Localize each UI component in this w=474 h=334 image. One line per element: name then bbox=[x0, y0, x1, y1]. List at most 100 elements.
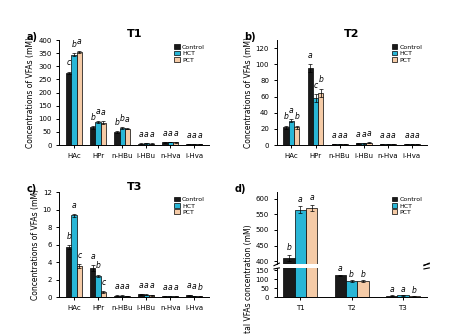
Bar bbox=[138, 294, 144, 297]
Text: a: a bbox=[96, 108, 100, 117]
Text: a: a bbox=[168, 283, 173, 292]
Text: c: c bbox=[101, 278, 106, 287]
Bar bbox=[391, 144, 396, 145]
Y-axis label: Concentrations of VFAs (mM): Concentrations of VFAs (mM) bbox=[27, 37, 36, 148]
Text: b: b bbox=[319, 75, 323, 84]
Bar bbox=[72, 215, 77, 297]
Bar bbox=[397, 296, 409, 297]
Bar bbox=[335, 276, 346, 297]
Text: b: b bbox=[114, 118, 119, 127]
Text: a: a bbox=[385, 131, 390, 140]
Bar bbox=[90, 127, 95, 145]
Text: a: a bbox=[298, 194, 303, 203]
Bar bbox=[138, 144, 144, 145]
Text: a: a bbox=[415, 131, 419, 140]
Text: b: b bbox=[120, 114, 125, 123]
Text: b: b bbox=[96, 261, 100, 270]
Legend: Control, HCT, PCT: Control, HCT, PCT bbox=[173, 43, 206, 64]
Text: a: a bbox=[356, 130, 361, 139]
Title: T2: T2 bbox=[344, 29, 359, 39]
Text: a: a bbox=[173, 129, 178, 138]
Bar bbox=[101, 123, 106, 145]
Bar bbox=[119, 128, 125, 145]
Title: T3: T3 bbox=[127, 181, 142, 191]
Text: a: a bbox=[410, 131, 414, 140]
Bar bbox=[197, 144, 202, 145]
Text: b: b bbox=[283, 113, 289, 122]
Text: b: b bbox=[66, 232, 71, 241]
Text: a: a bbox=[163, 129, 167, 138]
Legend: Control, HCT, PCT: Control, HCT, PCT bbox=[391, 195, 423, 216]
Bar bbox=[119, 296, 125, 297]
Text: a: a bbox=[163, 283, 167, 292]
Legend: Control, HCT, PCT: Control, HCT, PCT bbox=[391, 43, 423, 64]
Text: a: a bbox=[125, 115, 130, 124]
Bar bbox=[192, 144, 197, 145]
Text: a: a bbox=[389, 285, 394, 294]
Bar bbox=[306, 208, 317, 334]
Text: a: a bbox=[367, 129, 371, 138]
Bar bbox=[306, 194, 317, 297]
Bar bbox=[186, 295, 192, 297]
Bar bbox=[414, 144, 420, 145]
Text: d): d) bbox=[235, 184, 246, 194]
Text: a: a bbox=[337, 131, 342, 140]
Text: b: b bbox=[294, 113, 299, 122]
Bar bbox=[197, 296, 202, 297]
Text: b: b bbox=[91, 113, 95, 122]
Bar bbox=[346, 281, 357, 297]
Text: a: a bbox=[192, 283, 197, 292]
Bar bbox=[380, 144, 385, 145]
Text: b: b bbox=[349, 270, 354, 279]
Text: a: a bbox=[391, 131, 395, 140]
Title: T1: T1 bbox=[127, 29, 142, 39]
Bar bbox=[366, 143, 372, 145]
Bar bbox=[66, 247, 72, 297]
Text: a: a bbox=[125, 282, 130, 291]
Text: a: a bbox=[101, 108, 106, 117]
Bar bbox=[95, 122, 101, 145]
Text: a: a bbox=[149, 130, 154, 139]
Bar bbox=[295, 195, 306, 297]
Bar bbox=[294, 127, 300, 145]
Bar bbox=[337, 144, 342, 145]
Text: a: a bbox=[401, 285, 405, 294]
Text: a: a bbox=[380, 131, 385, 140]
Bar bbox=[77, 52, 82, 145]
Bar bbox=[283, 127, 289, 145]
Bar bbox=[149, 295, 154, 297]
Text: a: a bbox=[332, 131, 337, 140]
Text: b: b bbox=[412, 286, 417, 295]
Text: a: a bbox=[187, 131, 191, 140]
Y-axis label: Total VFAs concentration (mM): Total VFAs concentration (mM) bbox=[244, 224, 253, 334]
Text: a: a bbox=[308, 51, 312, 60]
Bar bbox=[77, 266, 82, 297]
Text: a: a bbox=[173, 283, 178, 292]
Text: a: a bbox=[120, 282, 125, 291]
Text: a: a bbox=[289, 106, 294, 115]
Text: a: a bbox=[77, 37, 82, 46]
Text: a: a bbox=[144, 130, 148, 139]
Bar bbox=[386, 296, 397, 297]
Bar bbox=[66, 73, 72, 145]
Bar bbox=[283, 223, 295, 297]
Bar bbox=[168, 142, 173, 145]
Bar bbox=[163, 142, 168, 145]
Text: b: b bbox=[287, 243, 292, 252]
Text: a: a bbox=[338, 265, 343, 274]
Text: b: b bbox=[197, 283, 202, 292]
Bar bbox=[101, 292, 106, 297]
Bar bbox=[114, 296, 119, 297]
Bar bbox=[163, 296, 168, 297]
Text: a: a bbox=[404, 131, 409, 140]
Text: a: a bbox=[144, 281, 148, 290]
Bar bbox=[404, 144, 409, 145]
Bar bbox=[125, 296, 130, 297]
Bar bbox=[125, 129, 130, 145]
Text: a): a) bbox=[26, 32, 37, 42]
Text: a: a bbox=[72, 200, 76, 209]
Text: a: a bbox=[361, 130, 366, 139]
Text: a: a bbox=[192, 131, 197, 140]
Bar bbox=[332, 144, 337, 145]
Bar bbox=[385, 144, 391, 145]
